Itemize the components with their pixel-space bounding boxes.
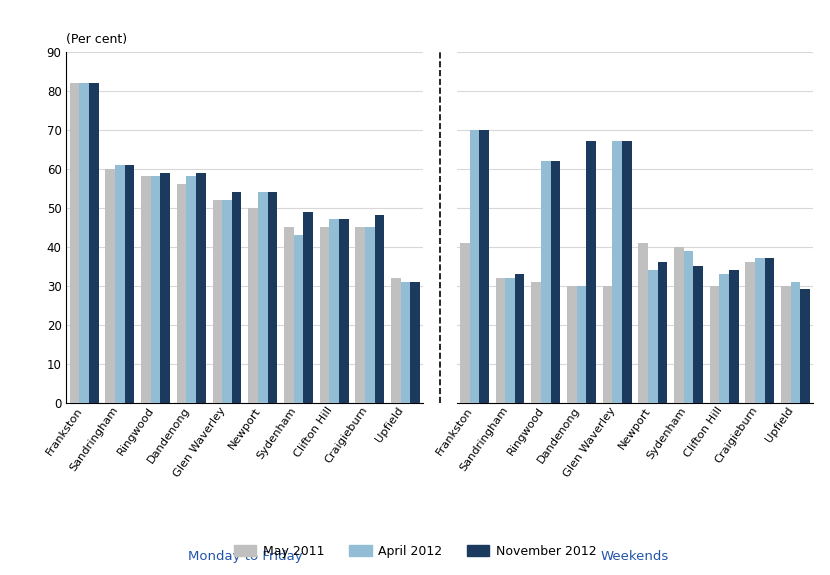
Bar — [613, 141, 622, 402]
Bar — [781, 286, 791, 402]
Bar — [720, 274, 729, 402]
Bar — [460, 243, 470, 402]
Bar — [339, 219, 349, 402]
Legend: May 2011, April 2012, November 2012: May 2011, April 2012, November 2012 — [229, 540, 601, 563]
Bar — [330, 219, 339, 402]
Bar — [374, 216, 384, 402]
Bar — [196, 172, 206, 402]
Text: Monday to Friday: Monday to Friday — [188, 550, 302, 563]
Bar — [391, 278, 401, 402]
Bar — [187, 177, 196, 402]
Bar — [541, 161, 550, 402]
Bar — [294, 235, 303, 402]
Bar — [115, 165, 124, 402]
Bar — [800, 289, 810, 402]
Bar — [586, 141, 596, 402]
Bar — [567, 286, 577, 402]
Bar — [151, 177, 160, 402]
Bar — [755, 258, 764, 402]
Bar — [693, 266, 703, 402]
Bar — [80, 83, 89, 402]
Bar — [258, 192, 267, 402]
Bar — [791, 282, 800, 402]
Bar — [105, 168, 115, 402]
Bar — [141, 177, 151, 402]
Bar — [674, 247, 684, 402]
Bar — [365, 227, 374, 402]
Bar — [248, 208, 258, 402]
Bar — [515, 274, 525, 402]
Bar — [496, 278, 505, 402]
Bar — [745, 262, 755, 402]
Bar — [470, 130, 479, 402]
Bar — [550, 161, 560, 402]
Bar — [505, 278, 515, 402]
Text: Weekends: Weekends — [601, 550, 669, 563]
Text: (Per cent): (Per cent) — [66, 33, 128, 46]
Bar — [320, 227, 330, 402]
Bar — [303, 212, 313, 402]
Bar — [70, 83, 80, 402]
Bar — [177, 184, 187, 402]
Bar — [267, 192, 277, 402]
Bar — [160, 172, 170, 402]
Bar — [764, 258, 774, 402]
Bar — [577, 286, 586, 402]
Bar — [410, 282, 420, 402]
Bar — [401, 282, 410, 402]
Bar — [648, 270, 657, 402]
Bar — [212, 200, 222, 402]
Bar — [531, 282, 541, 402]
Bar — [355, 227, 365, 402]
Bar — [284, 227, 294, 402]
Bar — [657, 262, 667, 402]
Bar — [479, 130, 489, 402]
Bar — [603, 286, 613, 402]
Bar — [89, 83, 99, 402]
Bar — [729, 270, 739, 402]
Bar — [222, 200, 232, 402]
Bar — [232, 192, 242, 402]
Bar — [622, 141, 632, 402]
Bar — [684, 251, 693, 402]
Bar — [124, 165, 134, 402]
Bar — [638, 243, 648, 402]
Bar — [710, 286, 720, 402]
